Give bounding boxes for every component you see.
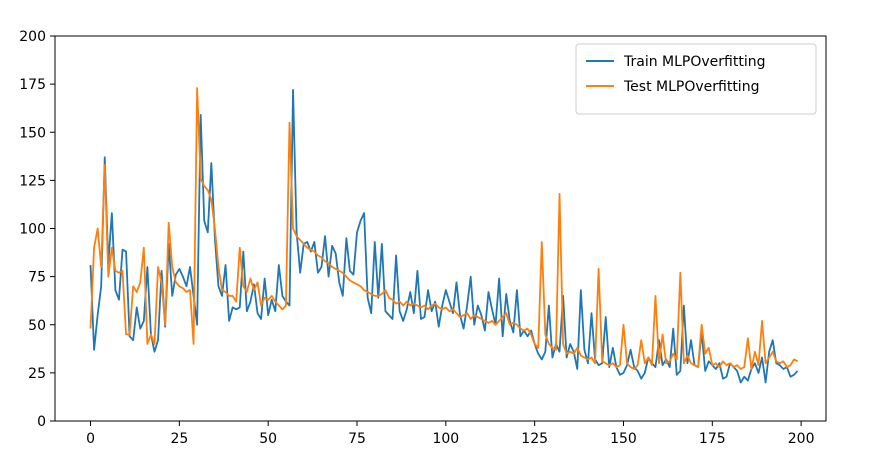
y-tick-label: 125 [19, 173, 46, 189]
x-tick-label: 75 [348, 431, 366, 447]
legend: Train MLPOverfitting Test MLPOverfitting [575, 43, 817, 115]
y-tick-label: 150 [19, 125, 46, 141]
legend-label: Train MLPOverfitting [623, 54, 765, 70]
x-tick-label: 125 [521, 431, 548, 447]
series-line-train [89, 89, 799, 384]
x-tick-label: 25 [170, 431, 188, 447]
y-tick-label: 25 [28, 366, 46, 382]
y-tick-label: 200 [19, 29, 46, 45]
x-tick-label: 200 [788, 431, 815, 447]
y-tick-label: 100 [19, 222, 46, 238]
y-tick-label: 50 [28, 318, 46, 334]
x-tick-label: 150 [610, 431, 637, 447]
x-axis: 0 25 50 75 100 125 150 175 200 [86, 421, 814, 447]
x-tick-label: 175 [699, 431, 726, 447]
y-tick-label: 75 [28, 270, 46, 286]
series-layer [89, 87, 799, 384]
x-tick-label: 100 [432, 431, 459, 447]
y-tick-label: 0 [37, 414, 46, 430]
series-line-test [89, 87, 799, 370]
legend-box [575, 43, 817, 115]
y-tick-label: 175 [19, 77, 46, 93]
legend-label: Test MLPOverfitting [623, 79, 759, 95]
y-axis: 0 25 50 75 100 125 150 175 200 [19, 29, 55, 430]
x-tick-label: 0 [86, 431, 95, 447]
x-tick-label: 50 [259, 431, 277, 447]
